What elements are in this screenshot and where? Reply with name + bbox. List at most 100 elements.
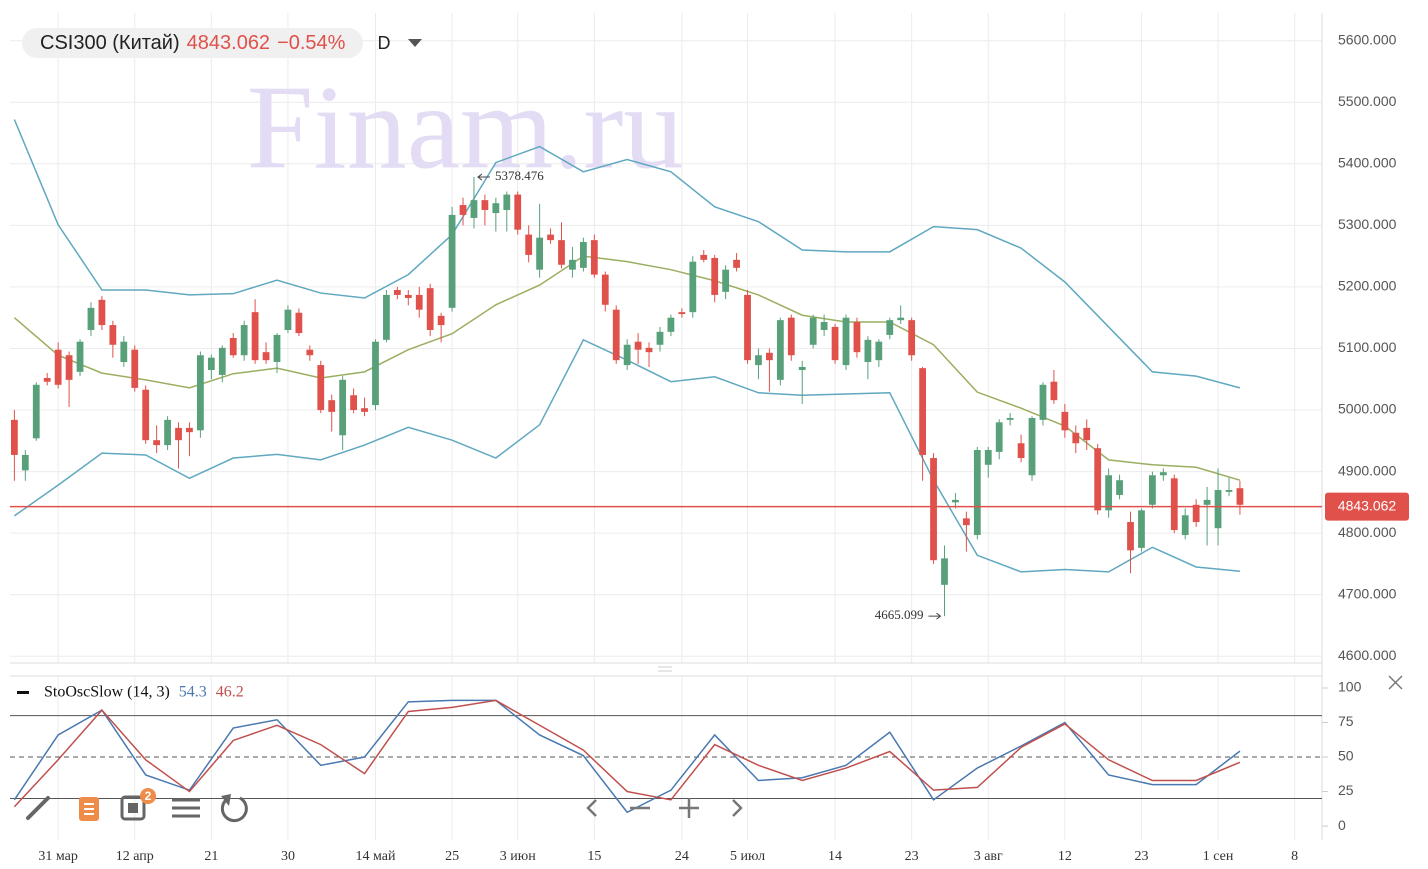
y-tick-label: 4900.000 [1338, 462, 1397, 478]
candle-body [21, 454, 29, 471]
candle-body [262, 352, 270, 361]
legend-value: 46.2 [216, 684, 244, 701]
pencil-tool[interactable] [26, 796, 50, 820]
candle-body [361, 408, 368, 412]
candle-body [218, 347, 226, 375]
candle-body [711, 257, 719, 295]
candle-body [131, 349, 139, 388]
y-tick-label: 75 [1338, 713, 1354, 729]
candle-body [1170, 478, 1178, 531]
candle-body [98, 299, 106, 326]
candle-body [295, 312, 303, 334]
y-tick-label: 50 [1338, 748, 1354, 764]
candle-body [612, 309, 620, 361]
x-tick-label: 5 июл [730, 849, 765, 864]
candle-body [207, 357, 215, 371]
candle-body [1127, 522, 1134, 551]
candle-body [995, 422, 1003, 452]
candle-body [175, 427, 182, 441]
candle-body [733, 259, 740, 268]
symbol: CSI300 (Китай) [40, 31, 180, 54]
notes-tool[interactable] [79, 797, 99, 821]
candle-body [875, 341, 883, 361]
symbol-pill[interactable]: CSI300 (Китай) 4843.062 −0.54% [22, 28, 364, 58]
close-indicator[interactable] [1388, 675, 1403, 690]
candle-body [645, 347, 653, 353]
candle-body [404, 294, 412, 298]
annotation-arrow [928, 612, 942, 620]
candle-body [1116, 480, 1123, 495]
candle-body [842, 317, 850, 366]
candle-body [908, 320, 916, 356]
candle-body [897, 317, 905, 321]
candle-body [689, 261, 697, 313]
interval-dropdown[interactable] [408, 39, 423, 47]
x-tick-label: 31 мар [38, 849, 77, 864]
candle-body [1039, 384, 1047, 420]
candle-body [656, 331, 664, 345]
candle-body [700, 254, 708, 260]
candle-body [350, 395, 357, 411]
candle-body [503, 194, 511, 210]
candle-body [1214, 490, 1222, 529]
candle-body [448, 214, 456, 308]
candle-body [1105, 475, 1113, 511]
candle-body [43, 378, 51, 382]
candle-body [623, 344, 631, 366]
candle-body [240, 325, 248, 356]
candle-body [820, 321, 828, 330]
candle-body [1236, 488, 1244, 505]
candle-body [1138, 510, 1145, 548]
candle-body [437, 315, 445, 326]
candle-body [372, 341, 379, 406]
candle-body [109, 325, 117, 345]
legend-swatch [17, 691, 29, 694]
change: −0.54% [277, 31, 346, 54]
candle-body [393, 289, 401, 295]
candle-body [667, 317, 675, 332]
y-tick-label: 5000.000 [1338, 401, 1397, 417]
candle-body [1181, 515, 1189, 535]
interval[interactable]: D [377, 32, 391, 53]
x-tick-label: 23 [1134, 849, 1148, 864]
scroll-left[interactable] [586, 799, 597, 817]
badge: 2 [145, 789, 152, 803]
zoom-in[interactable] [679, 798, 699, 818]
y-tick-label: 5500.000 [1338, 93, 1397, 109]
candle-body [787, 317, 795, 356]
legend-title: StoOscSlow (14, 3) [44, 684, 170, 701]
candle-body [87, 307, 95, 330]
x-tick-label: 3 авг [974, 849, 1003, 864]
candle-body [383, 294, 390, 340]
candle-body [273, 334, 281, 363]
scroll-right[interactable] [732, 799, 743, 817]
candle-body [120, 341, 128, 363]
candle-body [328, 400, 336, 412]
line [13, 255, 1241, 481]
settings-tool[interactable] [172, 798, 200, 818]
candle-body [65, 355, 73, 380]
candle-body [492, 203, 500, 214]
low-annotation: 4665.099 [875, 607, 924, 622]
toolbar: 2 [26, 788, 743, 823]
x-tick-label: 3 июн [500, 849, 536, 864]
candle-body [481, 200, 489, 210]
candle-body [886, 320, 894, 335]
candle-body [470, 200, 478, 218]
candle-body [54, 349, 62, 385]
y-tick-label: 5300.000 [1338, 216, 1397, 232]
x-tick-label: 15 [587, 849, 601, 864]
candle-body [590, 240, 598, 275]
undo-tool[interactable] [220, 794, 248, 823]
y-tick-label: 4800.000 [1338, 524, 1397, 540]
candle-body [755, 355, 762, 366]
last-price: 4843.062 [186, 31, 271, 54]
candle-body [76, 341, 84, 372]
layers-tool[interactable] [120, 788, 156, 821]
x-tick-label: 24 [675, 849, 689, 864]
candle-body [1148, 475, 1156, 505]
y-tick-label: 5600.000 [1338, 31, 1397, 47]
annotation-arrow [477, 173, 490, 181]
candle-body [153, 440, 161, 446]
